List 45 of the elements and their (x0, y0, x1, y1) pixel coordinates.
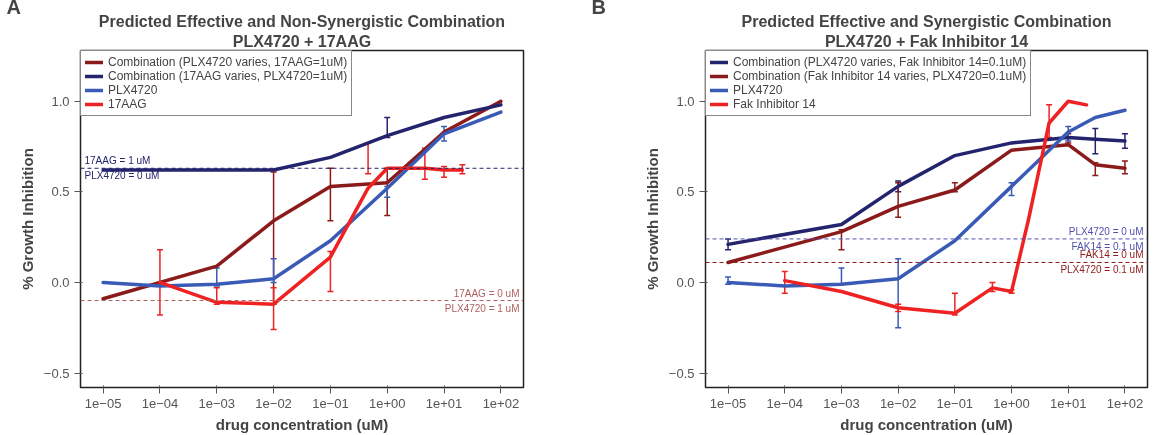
chart-subtitle: PLX4720 + 17AAG (232, 32, 372, 50)
legend-label: Combination (17AAG varies, PLX4720=1uM) (108, 69, 348, 83)
y-axis-title: % Growth Inhibition (643, 148, 661, 290)
text: A (6, 0, 21, 18)
y-tick-label: −0.5 (43, 365, 70, 381)
x-tick-label: 1e+01 (425, 395, 463, 411)
x-tick-label: 1e−01 (936, 395, 974, 411)
y-axis-title: % Growth Inhibition (18, 148, 36, 290)
y-tick-label: 0.5 (51, 184, 70, 200)
x-tick-label: 1e−02 (879, 395, 917, 411)
x-tick-label: 1e+00 (993, 395, 1030, 411)
y-tick-label: 0.0 (51, 274, 70, 290)
legend-label: 17AAG (108, 97, 147, 111)
ref-line-label: 17AAG = 1 uM PLX4720 = 0 uM (84, 155, 160, 182)
x-axis-title: drug concentration (uM) (840, 415, 1013, 433)
x-tick-label: 1e−05 (709, 395, 747, 411)
chart-title: Predicted Effective and Synergistic Combination (741, 12, 1112, 30)
x-tick-label: 1e−05 (84, 395, 122, 411)
chart-title: Predicted Effective and Non-Synergistic Combination (98, 12, 506, 30)
legend-label: Combination (PLX4720 varies, 17AAG=1uM) (108, 55, 348, 69)
legend-label: PLX4720 (733, 83, 783, 97)
ref-line-label: 17AAG = 0 uM PLX4720 = 1 uM (444, 287, 520, 314)
y-tick-label: −0.5 (668, 365, 695, 381)
x-tick-label: 1e−02 (255, 395, 292, 411)
x-tick-label: 1e−04 (141, 395, 179, 411)
y-tick-label: 0.5 (676, 184, 695, 200)
chart-subtitle: PLX4720 + Fak Inhibitor 14 (824, 32, 1029, 50)
x-tick-label: 1e+02 (482, 395, 520, 411)
x-tick-label: 1e+02 (1106, 395, 1144, 411)
x-axis-title: drug concentration (uM) (215, 415, 389, 433)
x-tick-label: 1e+01 (1049, 395, 1087, 411)
text: B (591, 0, 606, 18)
y-tick-label: 0.0 (676, 274, 695, 290)
y-tick-label: 1.0 (51, 93, 70, 109)
x-tick-label: 1e−04 (766, 395, 804, 411)
y-tick-label: 1.0 (676, 93, 695, 109)
ref-line-label: FAK14 = 0 uM PLX4720 = 0.1 uM (1060, 249, 1144, 276)
legend-label: Combination (PLX4720 varies, Fak Inhibitor 14=0.1uM) (733, 55, 1027, 69)
legend-label: PLX4720 (108, 83, 158, 97)
x-tick-label: 1e−03 (823, 395, 860, 411)
legend-label: Fak Inhibitor 14 (733, 97, 816, 111)
x-tick-label: 1e+00 (368, 395, 406, 411)
x-tick-label: 1e−01 (312, 395, 349, 411)
x-tick-label: 1e−03 (198, 395, 236, 411)
legend-label: Combination (Fak Inhibitor 14 varies, PLX4720=0.1uM) (733, 69, 1027, 83)
